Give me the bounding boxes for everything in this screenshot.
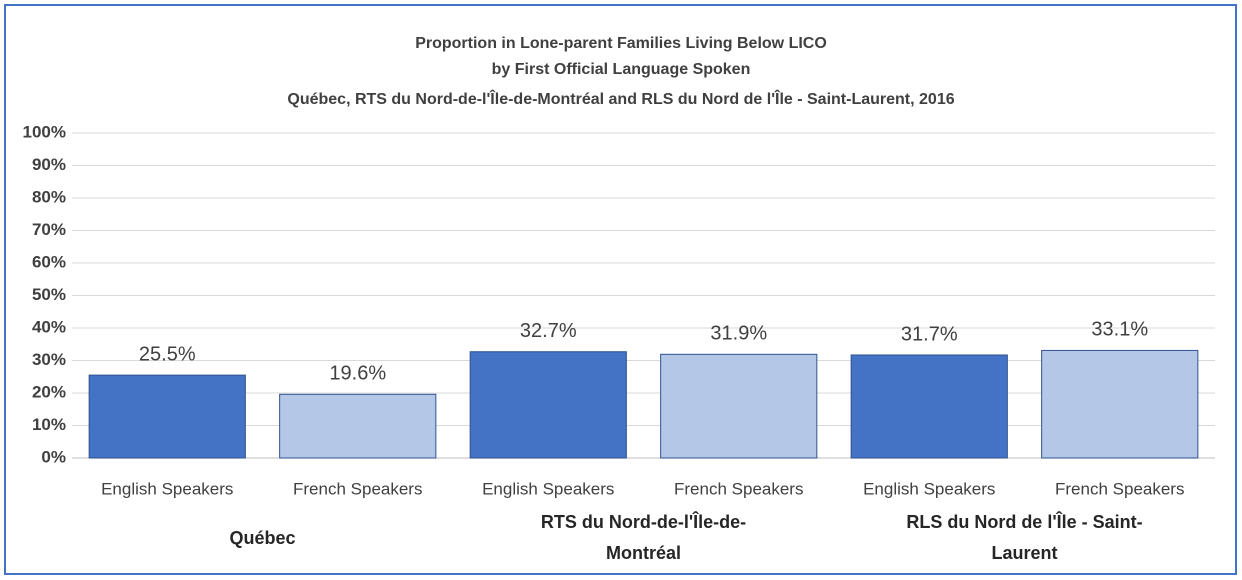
x-tick-label: English Speakers: [482, 479, 614, 498]
y-tick-label: 0%: [41, 447, 66, 466]
y-tick-label: 80%: [32, 187, 66, 206]
bar: [469, 351, 627, 459]
x-tick-label: French Speakers: [674, 479, 803, 498]
y-tick-label: 90%: [32, 155, 66, 174]
y-tick-label: 40%: [32, 317, 66, 336]
group-label: RLS du Nord de l'Île - Saint-Laurent: [906, 512, 1143, 563]
value-label: 19.6%: [329, 363, 386, 385]
y-tick-label: 70%: [32, 220, 66, 239]
value-label: 31.7%: [901, 323, 958, 345]
chart-title: Québec, RTS du Nord-de-l'Île-de-Montréal…: [287, 89, 954, 108]
value-label: 33.1%: [1091, 319, 1148, 341]
chart-frame: [4, 4, 1237, 575]
bar: [88, 374, 246, 459]
group-label: RTS du Nord-de-l'Île-de-Montréal: [540, 512, 747, 563]
bar: [279, 393, 437, 459]
y-tick-label: 60%: [32, 252, 66, 271]
bar: [850, 354, 1008, 459]
x-tick-label: French Speakers: [1055, 479, 1184, 498]
y-tick-label: 100%: [23, 122, 66, 141]
y-tick-label: 10%: [32, 415, 66, 434]
chart-title: by First Official Language Spoken: [492, 61, 751, 78]
x-tick-label: English Speakers: [101, 479, 233, 498]
bar: [660, 353, 818, 459]
x-tick-label: French Speakers: [293, 479, 422, 498]
value-label: 31.9%: [710, 323, 767, 345]
bar: [1041, 349, 1199, 459]
y-tick-label: 50%: [32, 285, 66, 304]
x-tick-label: English Speakers: [863, 479, 995, 498]
value-label: 32.7%: [520, 320, 577, 342]
y-tick-label: 20%: [32, 382, 66, 401]
value-label: 25.5%: [139, 343, 196, 365]
chart-title: Proportion in Lone-parent Families Livin…: [415, 35, 827, 52]
group-label: Québec: [229, 528, 296, 548]
y-tick-label: 30%: [32, 350, 66, 369]
